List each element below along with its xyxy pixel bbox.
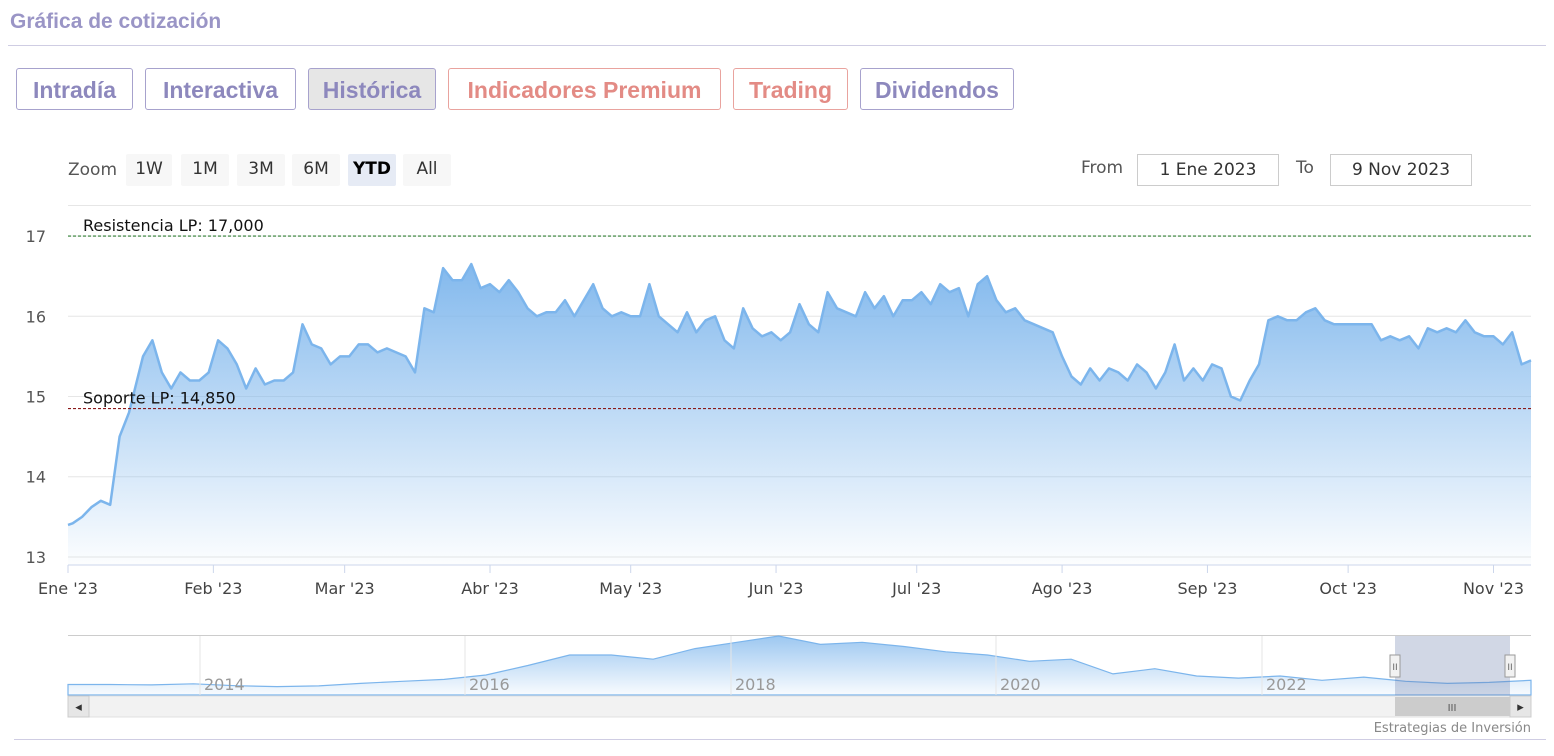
tab-dividendos[interactable]: Dividendos	[860, 68, 1014, 110]
tab-interactiva[interactable]: Interactiva	[145, 68, 296, 110]
tab-trading[interactable]: Trading	[733, 68, 848, 110]
tab-intradia[interactable]: Intradía	[16, 68, 133, 110]
navigator-selected-mask	[1395, 636, 1510, 696]
price-line	[67, 262, 1532, 527]
footer-divider	[14, 739, 1546, 740]
x-axis-labels: Ene '23 Feb '23 Mar '23 Abr '23 May '23 Jun '…	[38, 565, 1524, 598]
x-tick-label: Ene '23	[38, 579, 98, 598]
zoom-button-1w[interactable]: 1W	[126, 154, 172, 186]
navigator-year-label: 2014	[204, 675, 245, 694]
x-tick-label: Jun '23	[748, 579, 804, 598]
x-tick-label: Mar '23	[315, 579, 375, 598]
title-divider	[8, 45, 1546, 46]
zoom-button-1m[interactable]: 1M	[181, 154, 229, 186]
navigator-year-label: 2018	[735, 675, 776, 694]
scrollbar-track	[67, 695, 1532, 718]
navigator-year-label: 2020	[1000, 675, 1041, 694]
page-title: Gráfica de cotización	[10, 10, 222, 33]
y-tick-label: 15	[26, 388, 46, 407]
zoom-button-all[interactable]: All	[403, 154, 451, 186]
zoom-button-3m[interactable]: 3M	[237, 154, 285, 186]
scroll-left-icon: ◂	[75, 700, 82, 715]
y-tick-label: 13	[26, 548, 46, 567]
navigator-area	[67, 635, 1532, 696]
scrollbar-left-button[interactable]	[67, 695, 90, 718]
x-tick-label: Ago '23	[1032, 579, 1093, 598]
range-selector-divider	[68, 205, 1531, 206]
zoom-label: Zoom	[68, 160, 118, 180]
to-label: To	[1296, 158, 1314, 178]
scrollbar-right-button[interactable]	[1509, 695, 1532, 718]
plot-line-label: Resistencia LP: 17,000	[83, 216, 264, 235]
x-tick-label: Abr '23	[461, 579, 519, 598]
tab-historica[interactable]: Histórica	[308, 68, 436, 110]
x-tick-label: Oct '23	[1319, 579, 1377, 598]
navigator-handle-left[interactable]: II	[1389, 654, 1401, 678]
x-tick-label: Nov '23	[1463, 579, 1524, 598]
handle-grip-left: II	[1392, 663, 1397, 673]
price-area	[68, 264, 1531, 565]
x-tick-label: May '23	[599, 579, 662, 598]
x-tick-label: Feb '23	[184, 579, 242, 598]
zoom-button-6m[interactable]: 6M	[292, 154, 340, 186]
y-tick-label: 17	[26, 227, 46, 246]
tab-indicadores-premium[interactable]: Indicadores Premium	[448, 68, 721, 110]
scrollbar-thumb[interactable]	[1395, 697, 1510, 716]
from-date-input[interactable]: 1 Ene 2023	[1137, 154, 1279, 186]
scrollbar-grip: III	[1448, 703, 1457, 714]
x-tick-label: Sep '23	[1177, 579, 1237, 598]
handle-grip-right: II	[1507, 663, 1512, 673]
chart-credit[interactable]: Estrategias de Inversión	[1374, 721, 1531, 736]
to-date-input[interactable]: 9 Nov 2023	[1330, 154, 1472, 186]
from-label: From	[1081, 158, 1124, 178]
x-tick-label: Jul '23	[891, 579, 941, 598]
plot-line-label: Soporte LP: 14,850	[83, 389, 236, 408]
y-tick-label: 16	[26, 307, 46, 326]
navigator-year-labels: 2014 2016 2018 2020 2022	[199, 636, 1307, 695]
plot-lines: Resistencia LP: 17,000 Soporte LP: 14,850	[68, 216, 1531, 410]
navigator-year-label: 2016	[469, 675, 510, 694]
y-axis-labels: 13 14 15 16 17	[26, 227, 46, 567]
navigator: 2014 2016 2018 2020 2022 II II III ◂ ▸	[67, 635, 1532, 718]
scroll-right-icon: ▸	[1517, 700, 1524, 715]
zoom-button-ytd[interactable]: YTD	[348, 154, 396, 186]
y-tick-label: 14	[26, 468, 46, 487]
navigator-year-label: 2022	[1266, 675, 1307, 694]
navigator-handle-right[interactable]: II	[1504, 654, 1516, 678]
